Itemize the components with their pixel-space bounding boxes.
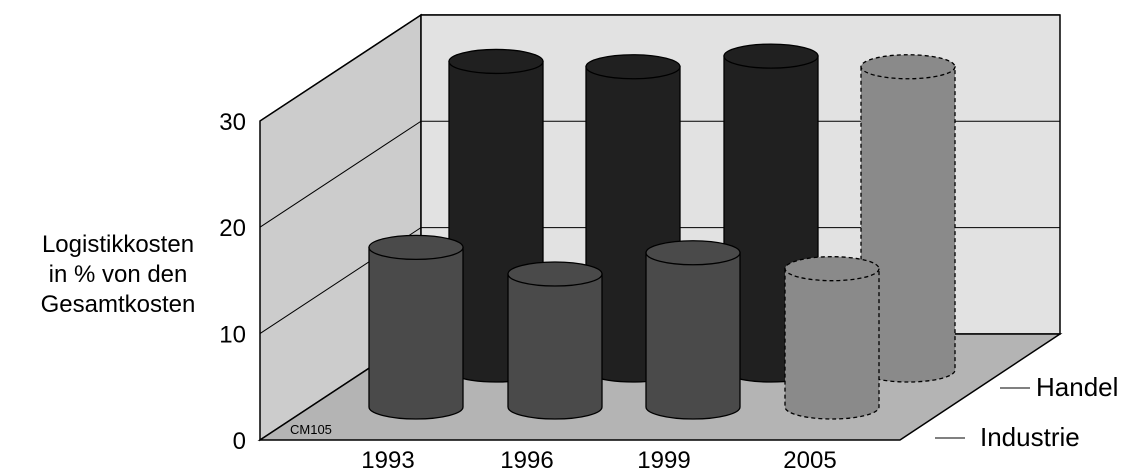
axis-labels: 0 10 20 30 1993 1996 1999 2005 Handel Industrie <box>219 109 1118 472</box>
y-axis-title: Logistikkosten in % von den Gesamtkosten <box>0 230 236 320</box>
gridline <box>259 227 1060 335</box>
series-label: Industrie <box>980 422 1080 452</box>
gridline <box>259 14 1060 122</box>
gridline <box>259 120 1060 228</box>
y-tick-label: 20 <box>219 215 246 242</box>
cylinder-bar <box>507 261 603 420</box>
x-tick-label: 2005 <box>783 447 836 472</box>
y-tick-label: 0 <box>233 428 246 455</box>
y-axis-title-line-1: Logistikkosten <box>41 231 195 258</box>
y-axis-title-line-3: Gesamtkosten <box>40 291 196 318</box>
cylinder-bar <box>645 240 741 420</box>
x-tick-label: 1993 <box>361 447 414 472</box>
x-tick-label: 1996 <box>500 447 553 472</box>
series-label: Handel <box>1036 372 1118 402</box>
watermark: CM105 <box>290 422 332 437</box>
cylinder-bar <box>860 54 956 383</box>
gridlines <box>259 14 1060 335</box>
y-tick-label: 10 <box>219 322 246 349</box>
cylinder-bar <box>368 234 464 420</box>
x-tick-label: 1999 <box>637 447 690 472</box>
cylinders <box>368 43 956 420</box>
y-tick-label: 30 <box>219 109 246 136</box>
cylinder-bar <box>784 256 880 420</box>
y-axis-title-line-2: in % von den <box>48 261 188 288</box>
